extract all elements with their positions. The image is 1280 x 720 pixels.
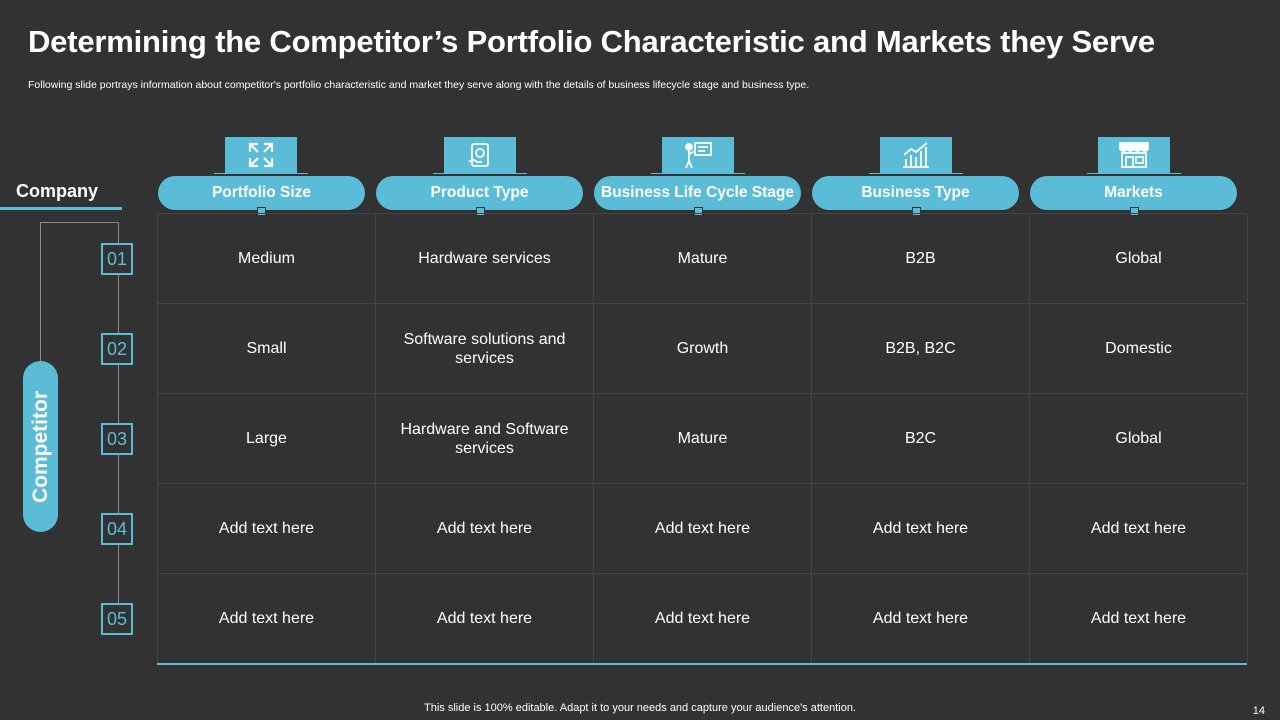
competitor-label-pill: Competitor xyxy=(23,361,58,532)
table-cell: Mature xyxy=(594,214,812,303)
table-cell: Mature xyxy=(594,394,812,483)
table-cell: Add text here xyxy=(1030,484,1248,573)
company-underline xyxy=(0,207,122,210)
table-cell: Domestic xyxy=(1030,304,1248,393)
table-cell: Growth xyxy=(594,304,812,393)
header-marker xyxy=(694,207,703,216)
connector-line xyxy=(40,222,118,223)
expand-arrows-icon xyxy=(225,137,297,173)
table-cell: Global xyxy=(1030,394,1248,483)
table-cell: Add text here xyxy=(1030,574,1248,663)
icon-base-line xyxy=(651,173,745,174)
column-header-business-life-cycle-stage: Business Life Cycle Stage xyxy=(594,176,801,210)
table-cell: Add text here xyxy=(594,574,812,663)
table-cell: Hardware services xyxy=(376,214,594,303)
footer-note: This slide is 100% editable. Adapt it to… xyxy=(424,702,856,714)
company-label: Company xyxy=(16,181,99,201)
connector-line xyxy=(118,222,119,620)
table-cell: B2B xyxy=(812,214,1030,303)
table-cell: B2C xyxy=(812,394,1030,483)
row-number-04: 04 xyxy=(101,513,133,545)
header-marker xyxy=(912,207,921,216)
storefront-icon xyxy=(1098,137,1170,173)
table-cell: Add text here xyxy=(812,574,1030,663)
connector-line xyxy=(40,222,41,362)
table-cell: Add text here xyxy=(158,484,376,573)
table-cell: Medium xyxy=(158,214,376,303)
growth-chart-icon xyxy=(880,137,952,173)
header-marker xyxy=(1130,207,1139,216)
table-cell: Add text here xyxy=(376,484,594,573)
table-cell: Global xyxy=(1030,214,1248,303)
icon-base-line xyxy=(433,173,527,174)
page-title: Determining the Competitor’s Portfolio C… xyxy=(28,24,1155,59)
icon-base-line xyxy=(869,173,963,174)
table-cell: Add text here xyxy=(158,574,376,663)
column-header-portfolio-size: Portfolio Size xyxy=(158,176,365,210)
competitor-table: Medium Hardware services Mature B2B Glob… xyxy=(157,213,1248,664)
table-row: Add text here Add text here Add text her… xyxy=(158,484,1248,574)
header-marker xyxy=(257,207,266,216)
product-tablet-icon xyxy=(444,137,516,173)
page-number: 14 xyxy=(1252,705,1265,717)
row-number-02: 02 xyxy=(101,333,133,365)
icon-base-line xyxy=(1087,173,1181,174)
table-cell: Add text here xyxy=(594,484,812,573)
row-number-01: 01 xyxy=(101,243,133,275)
header-marker xyxy=(476,207,485,216)
table-row: Medium Hardware services Mature B2B Glob… xyxy=(158,214,1248,304)
table-cell: B2B, B2C xyxy=(812,304,1030,393)
table-bottom-rule xyxy=(157,663,1247,665)
row-number-05: 05 xyxy=(101,603,133,635)
presenter-board-icon xyxy=(662,137,734,173)
table-cell: Small xyxy=(158,304,376,393)
table-cell: Software solutions and services xyxy=(376,304,594,393)
table-row: Add text here Add text here Add text her… xyxy=(158,574,1248,664)
column-header-business-type: Business Type xyxy=(812,176,1019,210)
column-header-markets: Markets xyxy=(1030,176,1237,210)
table-cell: Add text here xyxy=(376,574,594,663)
row-number-03: 03 xyxy=(101,423,133,455)
table-row: Small Software solutions and services Gr… xyxy=(158,304,1248,394)
table-cell: Large xyxy=(158,394,376,483)
icon-base-line xyxy=(214,173,308,174)
table-row: Large Hardware and Software services Mat… xyxy=(158,394,1248,484)
competitor-label: Competitor xyxy=(28,390,52,503)
table-cell: Add text here xyxy=(812,484,1030,573)
page-subtitle: Following slide portrays information abo… xyxy=(28,79,810,91)
table-cell: Hardware and Software services xyxy=(376,394,594,483)
column-header-product-type: Product Type xyxy=(376,176,583,210)
